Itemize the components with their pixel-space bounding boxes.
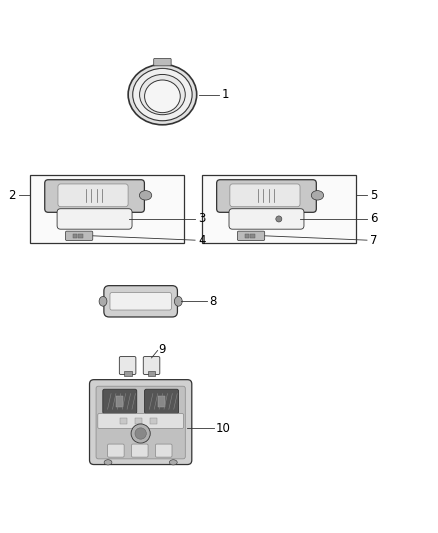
Text: 5: 5 xyxy=(370,189,378,202)
Ellipse shape xyxy=(145,80,180,112)
Text: 9: 9 xyxy=(159,343,166,356)
Text: 6: 6 xyxy=(370,213,378,225)
Ellipse shape xyxy=(174,296,182,306)
FancyBboxPatch shape xyxy=(143,357,160,375)
Ellipse shape xyxy=(133,68,192,121)
FancyBboxPatch shape xyxy=(108,444,124,457)
FancyBboxPatch shape xyxy=(65,231,93,240)
Circle shape xyxy=(135,428,146,439)
FancyBboxPatch shape xyxy=(131,444,148,457)
Bar xyxy=(135,417,142,424)
FancyBboxPatch shape xyxy=(110,293,171,310)
Ellipse shape xyxy=(99,296,107,306)
FancyBboxPatch shape xyxy=(57,209,132,229)
Bar xyxy=(30,175,184,243)
FancyBboxPatch shape xyxy=(89,379,192,465)
FancyBboxPatch shape xyxy=(98,414,184,429)
Text: 8: 8 xyxy=(209,295,216,308)
Ellipse shape xyxy=(139,191,152,200)
Text: 2: 2 xyxy=(8,189,16,202)
Ellipse shape xyxy=(170,460,177,465)
FancyBboxPatch shape xyxy=(104,286,177,317)
Bar xyxy=(73,235,78,238)
FancyBboxPatch shape xyxy=(237,231,265,240)
Bar xyxy=(124,372,131,376)
FancyBboxPatch shape xyxy=(217,180,316,212)
Ellipse shape xyxy=(311,191,324,200)
Bar xyxy=(116,396,123,407)
Text: 7: 7 xyxy=(370,233,378,247)
Circle shape xyxy=(276,216,282,222)
Bar xyxy=(158,396,165,407)
FancyBboxPatch shape xyxy=(58,184,128,207)
Ellipse shape xyxy=(140,75,185,115)
FancyBboxPatch shape xyxy=(230,184,300,207)
FancyBboxPatch shape xyxy=(45,180,145,212)
FancyBboxPatch shape xyxy=(119,357,136,375)
Bar xyxy=(245,235,249,238)
Bar xyxy=(251,235,255,238)
Bar xyxy=(150,417,157,424)
FancyBboxPatch shape xyxy=(145,389,179,414)
Bar xyxy=(78,235,83,238)
Text: 3: 3 xyxy=(198,213,205,225)
Text: 4: 4 xyxy=(198,233,205,247)
FancyBboxPatch shape xyxy=(154,59,171,66)
Circle shape xyxy=(131,424,150,443)
Ellipse shape xyxy=(104,460,112,465)
Text: 1: 1 xyxy=(221,88,229,101)
FancyBboxPatch shape xyxy=(96,386,185,459)
Bar xyxy=(201,175,356,243)
Bar xyxy=(148,372,155,376)
FancyBboxPatch shape xyxy=(103,389,137,414)
FancyBboxPatch shape xyxy=(229,209,304,229)
Bar xyxy=(120,417,127,424)
Text: 10: 10 xyxy=(216,422,231,435)
FancyBboxPatch shape xyxy=(155,444,172,457)
Ellipse shape xyxy=(128,64,197,125)
